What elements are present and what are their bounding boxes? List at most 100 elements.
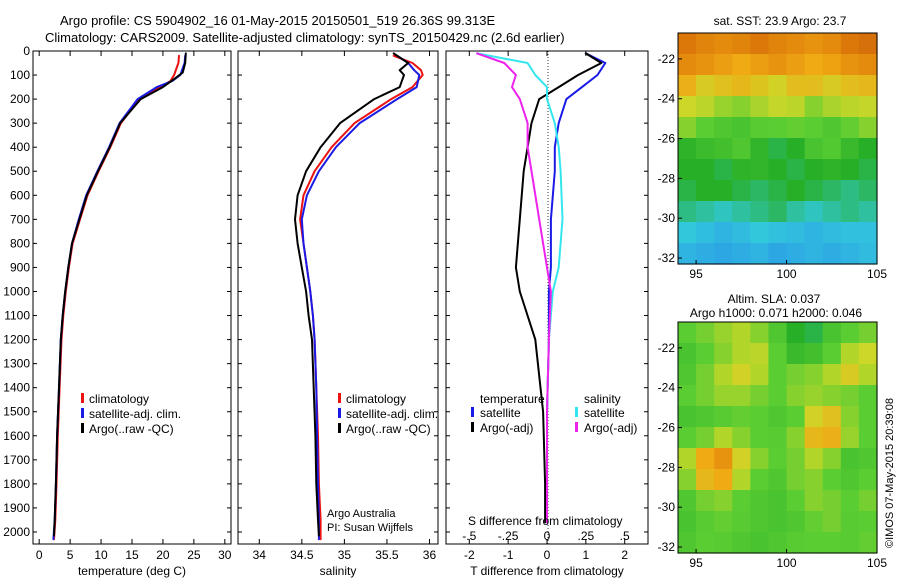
heatmap-cell — [804, 511, 824, 533]
map-y-tick-label: -24 — [658, 381, 676, 395]
heatmap-cell — [678, 427, 697, 449]
heatmap-cell — [858, 343, 878, 365]
legend-label: satellite — [584, 406, 625, 420]
heatmap-cell — [750, 33, 770, 55]
legend-label: satellite-adj. clim. — [89, 407, 181, 421]
sst-map-frame — [677, 32, 878, 265]
heatmap-cell — [732, 490, 751, 512]
heatmap-cell — [750, 448, 770, 470]
heatmap-cell — [840, 406, 860, 428]
heatmap-cell — [804, 364, 824, 386]
heatmap-cell — [840, 138, 860, 160]
x-tick-label: 34 — [253, 548, 267, 562]
map-x-tick-label: 100 — [777, 267, 797, 281]
heatmap-cell — [696, 532, 715, 554]
heatmap-cell — [840, 75, 860, 97]
heatmap-cell — [750, 427, 770, 449]
heatmap-cell — [696, 364, 715, 386]
y-tick-label: 1900 — [3, 501, 30, 515]
heatmap-cell — [678, 180, 697, 202]
legend-label: satellite — [480, 406, 521, 420]
heatmap-cell — [804, 33, 824, 55]
x-tick-label: 10 — [94, 548, 108, 562]
heatmap-cell — [750, 117, 770, 139]
salinity-panel-frame — [237, 50, 439, 545]
heatmap-cell — [696, 243, 715, 265]
y-tick-label: 1600 — [3, 429, 30, 443]
heatmap-cell — [732, 448, 751, 470]
heatmap-cell — [696, 33, 715, 55]
heatmap-cell — [840, 427, 860, 449]
series-line-argo-raw-qc — [294, 52, 410, 537]
heatmap-cell — [786, 448, 806, 470]
heatmap-cell — [804, 75, 824, 97]
heatmap-cell — [858, 33, 878, 55]
series-line-argo-raw-qc — [53, 52, 187, 537]
map-x-tick-label: 95 — [689, 267, 703, 281]
heatmap-cell — [750, 222, 770, 244]
heatmap-cell — [732, 180, 751, 202]
y-tick-label: 100 — [10, 68, 30, 82]
heatmap-cell — [822, 469, 842, 491]
legend-label: climatology — [89, 392, 149, 406]
heatmap-cell — [858, 222, 878, 244]
heatmap-cell — [696, 54, 715, 76]
heatmap-cell — [714, 117, 733, 139]
heatmap-cell — [750, 243, 770, 265]
heatmap-cell — [768, 54, 788, 76]
heatmap-cell — [840, 243, 860, 265]
heatmap-cell — [840, 469, 860, 491]
map-y-tick-label: -28 — [658, 171, 676, 185]
legend-swatch-t-argo — [471, 422, 474, 432]
heatmap-cell — [768, 406, 788, 428]
x-tick-label: 0 — [36, 548, 43, 562]
map-y-tick-label: -32 — [658, 540, 676, 554]
heatmap-cell — [804, 322, 824, 344]
heatmap-cell — [786, 54, 806, 76]
sla-map-frame — [677, 321, 878, 554]
heatmap-cell — [714, 469, 733, 491]
heatmap-cell — [822, 343, 842, 365]
heatmap-cell — [840, 511, 860, 533]
y-tick-label: 1200 — [3, 333, 30, 347]
heatmap-cell — [750, 180, 770, 202]
legend-label: climatology — [346, 392, 406, 406]
heatmap-cell — [858, 54, 878, 76]
heatmap-cell — [678, 159, 697, 181]
legend-swatch-satellite — [338, 408, 341, 418]
sla-map-title-line1: Altim. SLA: 0.037 — [728, 292, 821, 306]
x-tick-label: 25 — [187, 548, 201, 562]
heatmap-cell — [732, 201, 751, 223]
heatmap-cell — [858, 75, 878, 97]
heatmap-cell — [786, 222, 806, 244]
heatmap-cell — [732, 469, 751, 491]
difference-legend: temperature salinity satellite Argo(-adj… — [471, 392, 637, 435]
heatmap-cell — [678, 243, 697, 265]
heatmap-cell — [732, 33, 751, 55]
heatmap-cell — [768, 385, 788, 407]
heatmap-cell — [840, 33, 860, 55]
heatmap-cell — [822, 322, 842, 344]
series-line-satellite-adj-clim — [300, 54, 421, 541]
heatmap-cell — [768, 201, 788, 223]
x-tick-label: 30 — [218, 548, 232, 562]
heatmap-cell — [858, 117, 878, 139]
heatmap-cell — [696, 75, 715, 97]
heatmap-cell — [696, 406, 715, 428]
heatmap-cell — [750, 54, 770, 76]
legend-swatch-argo — [81, 423, 84, 433]
heatmap-cell — [750, 406, 770, 428]
heatmap-cell — [858, 243, 878, 265]
heatmap-cell — [858, 469, 878, 491]
sst-map-title: sat. SST: 23.9 Argo: 23.7 — [714, 14, 847, 28]
heatmap-cell — [732, 511, 751, 533]
heatmap-cell — [804, 201, 824, 223]
heatmap-cell — [750, 511, 770, 533]
heatmap-cell — [804, 469, 824, 491]
heatmap-cell — [804, 138, 824, 160]
legend-swatch-satellite — [81, 408, 84, 418]
map-x-tick-label: 105 — [867, 556, 887, 570]
heatmap-cell — [858, 96, 878, 118]
note-pi: PI: Susan Wijffels — [327, 522, 413, 534]
legend-swatch-t-satellite — [471, 407, 474, 417]
